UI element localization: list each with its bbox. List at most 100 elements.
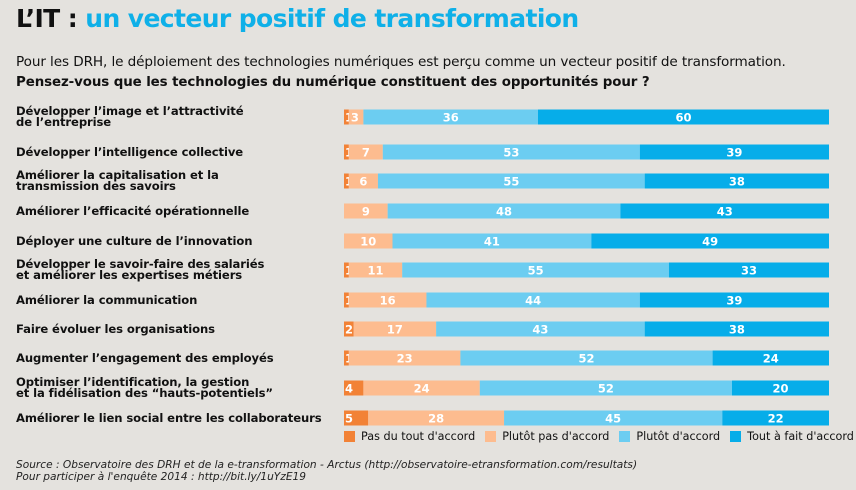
bar-segment-tout-a-fait <box>644 321 829 337</box>
category-label-line: Développer l’intelligence collective <box>16 144 244 159</box>
bar-segment-tout-a-fait <box>639 144 829 160</box>
category-label: Développer le savoir-faire des salariés e… <box>16 257 265 281</box>
bar-segment-plutot-pas <box>348 144 383 160</box>
bar-segment-plutot-pas <box>348 173 378 189</box>
bar-segment-plutot <box>392 233 592 249</box>
bar-segment-tout-a-fait <box>712 350 829 366</box>
legend-item: Tout à fait d'accord <box>730 430 854 443</box>
category-label-line: Améliorer la communication <box>16 292 198 307</box>
bar-value-label: 60 <box>675 111 691 125</box>
legend-item: Plutôt d'accord <box>619 430 720 443</box>
bar-value-label: 38 <box>729 323 745 337</box>
bar-segment-plutot-pas <box>353 321 437 337</box>
bar-segment-pas-du-tout <box>344 109 349 125</box>
bar-segment-plutot-pas <box>348 350 461 366</box>
category-label-line: Développer l’image et l’attractivité <box>16 104 244 118</box>
bar-segment-plutot-pas <box>363 380 480 396</box>
bar-segment-plutot <box>504 410 723 426</box>
category-label-line: Déployer une culture de l’innovation <box>16 233 253 248</box>
participate-text: Pour participer à l'enquête 2014 : http:… <box>16 471 306 483</box>
bar-segment-plutot <box>387 203 621 219</box>
bar-value-label: 55 <box>503 175 519 189</box>
bar-segment-plutot-pas <box>344 203 388 219</box>
bar-value-label: 20 <box>772 382 788 396</box>
source-text: Source : Observatoire des DRH et de la e… <box>16 459 638 471</box>
category-label-line: Augmenter l’engagement des employés <box>16 350 274 365</box>
bar-segment-plutot-pas <box>348 292 427 308</box>
bar-value-label: 4 <box>345 382 353 396</box>
page-title: L’IT : un vecteur positif de transformat… <box>16 4 579 33</box>
chart-question: Pensez-vous que les technologies du numé… <box>16 75 650 90</box>
bar-value-label: 28 <box>428 412 444 426</box>
bar-value-label: 41 <box>484 235 500 249</box>
bar-value-label: 2 <box>345 323 353 337</box>
bar-value-label: 48 <box>496 205 512 219</box>
bar-value-label: 38 <box>729 175 745 189</box>
bar-segment-plutot <box>402 262 669 278</box>
bar-segment-pas-du-tout <box>344 321 354 337</box>
bar-value-label: 44 <box>525 294 541 308</box>
bar-segment-pas-du-tout <box>344 144 349 160</box>
category-label: Améliorer le lien social entre les colla… <box>16 410 322 425</box>
bar-value-label: 22 <box>768 412 784 426</box>
category-label: Augmenter l’engagement des employés <box>16 350 274 365</box>
bar-segment-tout-a-fait <box>722 410 829 426</box>
legend-swatch-plutot <box>619 431 631 442</box>
bar-segment-plutot <box>426 292 640 308</box>
bar-value-label: 5 <box>345 412 353 426</box>
bar-value-label: 9 <box>362 205 370 219</box>
bar-value-label: 43 <box>532 323 548 337</box>
category-label-line: et la fidélisation des “hauts-potentiels… <box>16 386 273 400</box>
bar-segment-tout-a-fait <box>639 292 829 308</box>
legend-item: Pas du tout d'accord <box>344 430 475 443</box>
legend-label: Plutôt d'accord <box>636 430 721 443</box>
bar-segment-plutot-pas <box>348 262 403 278</box>
bar-segment-plutot-pas <box>348 109 364 125</box>
bar-segment-pas-du-tout <box>344 380 364 396</box>
legend: Pas du tout d'accord Plutôt pas d'accord… <box>344 430 856 443</box>
bar-segment-plutot <box>363 109 538 125</box>
bar-value-label: 6 <box>359 175 367 189</box>
bar-segment-plutot <box>377 173 645 189</box>
bar-value-label: 36 <box>443 111 459 125</box>
bar-segment-tout-a-fait <box>591 233 829 249</box>
bar-segment-plutot-pas <box>368 410 505 426</box>
legend-item: Plutôt pas d'accord <box>485 430 609 443</box>
bar-segment-tout-a-fait <box>538 109 829 125</box>
bar-value-label: 55 <box>528 264 544 278</box>
category-label-line: Améliorer le lien social entre les colla… <box>16 410 322 425</box>
category-label-line: Améliorer l’efficacité opérationnelle <box>16 203 250 218</box>
category-label-line: Optimiser l’identification, la gestion <box>16 375 250 389</box>
bar-value-label: 7 <box>362 146 370 160</box>
bar-segment-tout-a-fait <box>620 203 829 219</box>
bar-value-label: 16 <box>380 294 396 308</box>
bar-segment-tout-a-fait <box>668 262 829 278</box>
legend-swatch-pas-du-tout <box>344 431 355 442</box>
category-label: Améliorer la capitalisation et la transmi… <box>16 169 219 192</box>
category-label: Développer l’image et l’attractivité de l… <box>16 104 244 129</box>
bar-value-label: 52 <box>598 382 614 396</box>
bar-value-label: 39 <box>726 146 742 160</box>
bar-segment-tout-a-fait <box>732 380 829 396</box>
bar-value-label: 53 <box>503 146 519 160</box>
category-label: Déployer une culture de l’innovation <box>16 233 253 248</box>
intro-text: Pour les DRH, le déploiement des technol… <box>16 54 786 70</box>
title-main: un vecteur positif de transformation <box>85 4 579 33</box>
category-label-line: Développer le savoir-faire des salariés <box>16 257 265 271</box>
category-label: Développer l’intelligence collective <box>16 144 244 159</box>
category-label: Améliorer l’efficacité opérationnelle <box>16 203 250 218</box>
category-label: Améliorer la communication <box>16 292 198 307</box>
bar-value-label: 33 <box>741 264 757 278</box>
bar-value-label: 10 <box>360 235 376 249</box>
source-note: Source : Observatoire des DRH et de la e… <box>16 459 637 483</box>
bar-value-label: 23 <box>397 352 413 366</box>
bar-segment-pas-du-tout <box>344 173 349 189</box>
bar-segment-pas-du-tout <box>344 262 349 278</box>
bar-value-label: 3 <box>351 111 359 125</box>
category-label: Optimiser l’identification, la gestion et… <box>16 375 273 400</box>
category-label-line: de l’entreprise <box>16 115 112 129</box>
bar-value-label: 24 <box>414 382 430 396</box>
bar-segment-plutot <box>382 144 640 160</box>
legend-label: Plutôt pas d'accord <box>502 430 610 443</box>
